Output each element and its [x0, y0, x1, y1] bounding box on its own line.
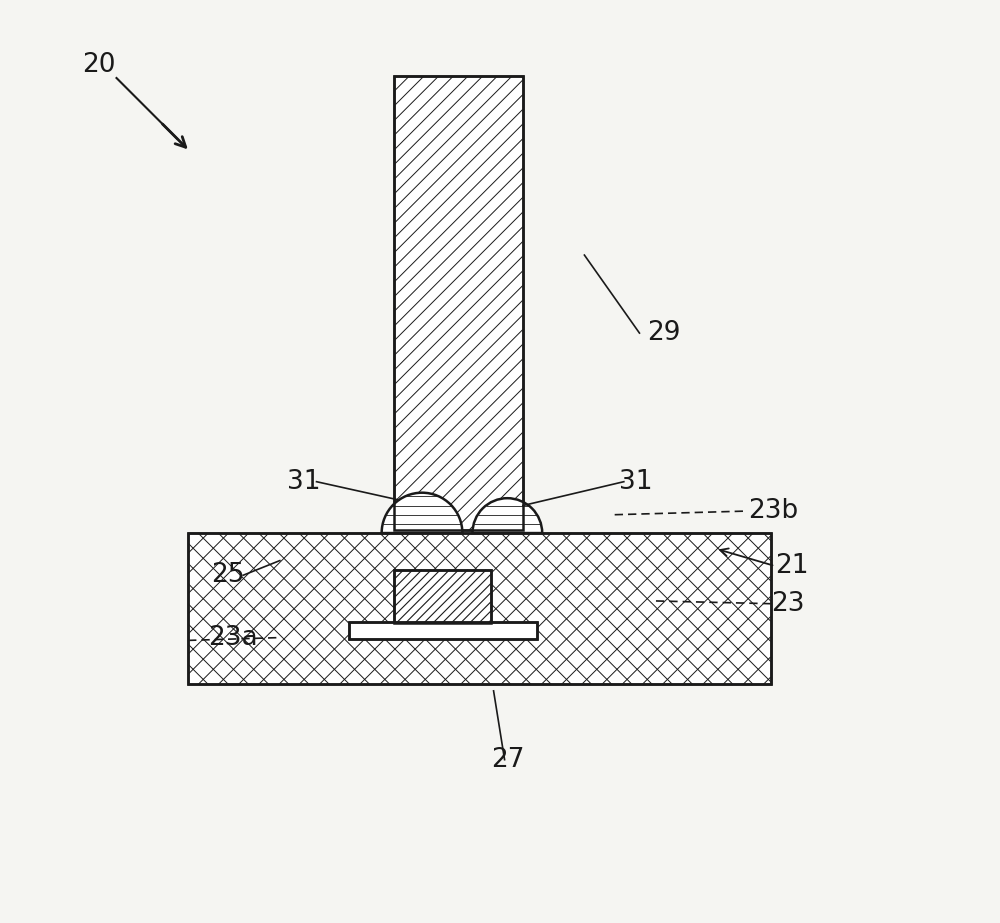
Bar	[394, 569, 491, 623]
Text: 27: 27	[491, 747, 524, 773]
Text: 25: 25	[211, 562, 245, 588]
Bar	[349, 622, 537, 639]
Text: 23a: 23a	[208, 625, 258, 651]
Bar	[394, 569, 491, 623]
Text: 23: 23	[771, 591, 804, 617]
Text: 31: 31	[287, 469, 321, 495]
Text: 21: 21	[775, 553, 809, 579]
Text: 23b: 23b	[748, 498, 798, 524]
Bar	[394, 77, 523, 531]
Bar	[394, 77, 523, 531]
Bar	[188, 533, 771, 685]
Text: 20: 20	[83, 53, 116, 78]
Wedge shape	[382, 493, 462, 533]
Wedge shape	[472, 498, 542, 533]
Text: 29: 29	[647, 320, 680, 346]
Bar	[188, 533, 771, 685]
Text: 31: 31	[619, 469, 653, 495]
Bar	[349, 622, 537, 639]
